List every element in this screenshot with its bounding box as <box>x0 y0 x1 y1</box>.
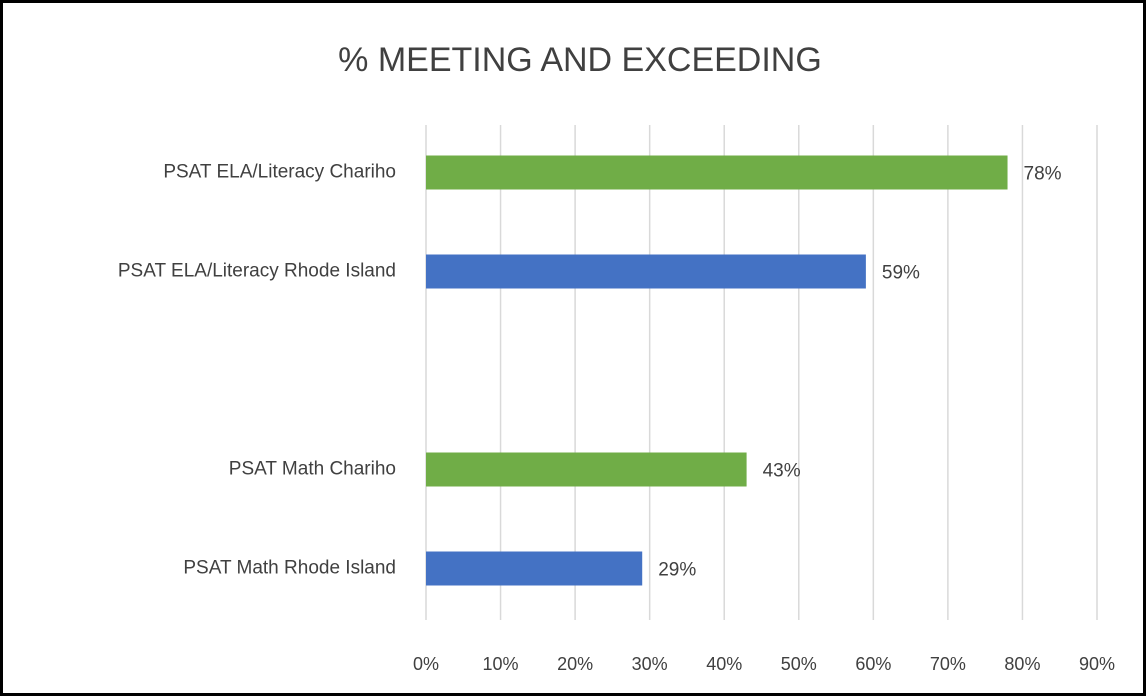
x-tick-label: 40% <box>706 654 742 674</box>
x-tick-label: 60% <box>855 654 891 674</box>
x-tick-label: 10% <box>483 654 519 674</box>
y-tick-label: PSAT Math Rhode Island <box>183 558 396 579</box>
y-tick-label: PSAT ELA/Literacy Chariho <box>163 162 396 183</box>
x-tick-label: 50% <box>781 654 817 674</box>
x-tick-label: 0% <box>413 654 439 674</box>
x-tick-label: 90% <box>1079 654 1115 674</box>
y-tick-label: PSAT ELA/Literacy Rhode Island <box>118 261 396 282</box>
chart-title: % MEETING AND EXCEEDING <box>338 41 822 79</box>
data-label: 59% <box>882 263 920 284</box>
bar <box>426 155 1008 190</box>
bar <box>426 551 643 586</box>
x-tick-label: 20% <box>557 654 593 674</box>
data-label: 43% <box>763 461 801 482</box>
x-tick-label: 70% <box>930 654 966 674</box>
bar <box>426 254 866 289</box>
data-label: 29% <box>658 560 696 581</box>
bar <box>426 452 747 487</box>
data-label: 78% <box>1024 164 1062 185</box>
y-tick-label: PSAT Math Chariho <box>229 459 396 480</box>
x-tick-label: 80% <box>1004 654 1040 674</box>
x-tick-label: 30% <box>632 654 668 674</box>
